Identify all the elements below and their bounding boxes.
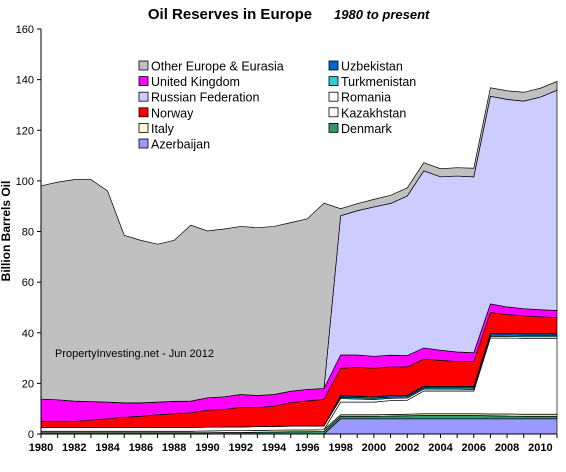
area-layers — [40, 80, 558, 435]
x-tick-label: 1998 — [328, 442, 352, 454]
legend-swatch-united-kingdom — [138, 76, 149, 86]
x-tick-label: 2002 — [395, 442, 419, 454]
chart-subtitle: 1980 to present — [334, 7, 430, 22]
legend-swatch-turkmenistan — [328, 76, 339, 86]
legend-label-azerbaijan: Azerbaijan — [151, 138, 210, 152]
legend-label-russian-federation: Russian Federation — [151, 91, 259, 105]
x-tick-label: 1996 — [295, 442, 319, 454]
y-tick-label: 20 — [22, 378, 34, 390]
x-tick-label: 2008 — [495, 442, 519, 454]
x-tick-label: 1980 — [29, 442, 53, 454]
y-axis-label: Billion Barrels Oil — [0, 181, 13, 282]
legend-label-uzbekistan: Uzbekistan — [341, 60, 403, 74]
x-tick-label: 1992 — [228, 442, 252, 454]
y-tick-label: 100 — [16, 176, 34, 188]
x-tick-label: 1986 — [129, 442, 153, 454]
legend-swatch-romania — [328, 91, 339, 102]
y-tick-label: 80 — [22, 227, 34, 239]
x-tick-label: 1990 — [195, 442, 219, 454]
x-tick-label: 2004 — [428, 442, 453, 454]
legend-label-kazakhstan: Kazakhstan — [341, 106, 406, 120]
y-tick-label: 0 — [28, 429, 34, 441]
legend-label-other-europe-and-eurasia: Other Europe & Eurasia — [151, 60, 284, 74]
x-tick-label: 1994 — [262, 442, 287, 454]
y-tick-label: 140 — [16, 75, 34, 87]
legend-swatch-uzbekistan — [328, 60, 339, 71]
x-tick-label: 1982 — [62, 442, 86, 454]
legend-swatch-russian-federation — [138, 91, 149, 102]
legend-label-romania: Romania — [341, 91, 391, 105]
chart-title: Oil Reserves in Europe — [148, 6, 312, 23]
x-tick-label: 2010 — [528, 442, 552, 454]
area-other-europe-and-eurasia — [40, 80, 558, 404]
legend-swatch-azerbaijan — [138, 138, 149, 149]
x-tick-label: 1988 — [162, 442, 186, 454]
y-tick-label: 120 — [16, 125, 34, 137]
legend-swatch-italy — [138, 123, 149, 133]
legend-label-norway: Norway — [151, 106, 194, 120]
legend-label-denmark: Denmark — [341, 122, 392, 136]
y-tick-label: 160 — [16, 24, 34, 36]
legend-label-united-kingdom: United Kingdom — [151, 75, 240, 89]
y-tick-label: 40 — [22, 328, 34, 340]
legend-swatch-denmark — [328, 123, 339, 133]
legend-swatch-norway — [138, 107, 149, 118]
axes: 0 20 40 60 80 100 120 140 160 1980 1982 1984 1986 198… — [16, 24, 558, 454]
x-tick-label: 2006 — [462, 442, 486, 454]
legend-label-turkmenistan: Turkmenistan — [341, 75, 416, 89]
y-tick-label: 60 — [22, 277, 34, 289]
legend-label-italy: Italy — [151, 122, 175, 136]
legend-swatch-kazakhstan — [328, 107, 339, 118]
x-tick-label: 2000 — [362, 442, 386, 454]
legend-swatch-other-europe-and-eurasia — [138, 60, 149, 71]
x-tick-label: 1984 — [95, 442, 120, 454]
chart-annotation: PropertyInvesting.net - Jun 2012 — [55, 348, 214, 360]
